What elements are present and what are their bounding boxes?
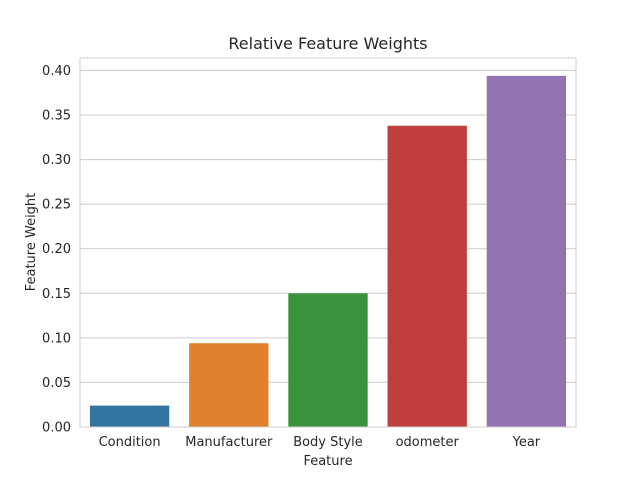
x-tick-label: Manufacturer — [185, 435, 273, 450]
y-tick-label: 0.40 — [42, 64, 71, 79]
y-axis-label: Feature Weight — [24, 193, 39, 292]
x-tick-label: Year — [512, 435, 541, 450]
y-tick-label: 0.30 — [42, 153, 71, 168]
y-tick-labels: 0.00 0.05 0.10 0.15 0.20 0.25 0.30 0.35 0.40 — [42, 64, 71, 436]
chart-title: Relative Feature Weights — [228, 34, 427, 53]
x-tick-labels: Condition Manufacturer Body Style odometer Y… — [99, 435, 541, 450]
bar-year — [486, 75, 567, 428]
y-tick-label: 0.10 — [42, 331, 71, 346]
bar-condition — [89, 405, 170, 427]
bar-layer — [89, 75, 567, 428]
y-tick-label: 0.05 — [42, 376, 71, 391]
y-tick-label: 0.20 — [42, 242, 71, 257]
x-tick-label: odometer — [396, 435, 460, 450]
x-axis-label: Feature — [303, 454, 352, 469]
y-tick-label: 0.00 — [42, 421, 71, 436]
y-tick-label: 0.25 — [42, 198, 71, 213]
plot-frame — [79, 57, 577, 428]
x-tick-label: Condition — [99, 435, 161, 450]
x-tick-label: Body Style — [293, 435, 363, 450]
bar-odometer — [387, 125, 467, 427]
grid-layer — [80, 69, 576, 428]
y-tick-label: 0.35 — [42, 109, 71, 124]
bar-manufacturer — [189, 343, 269, 427]
y-tick-label: 0.15 — [42, 287, 71, 302]
bar-body-style — [288, 293, 368, 427]
